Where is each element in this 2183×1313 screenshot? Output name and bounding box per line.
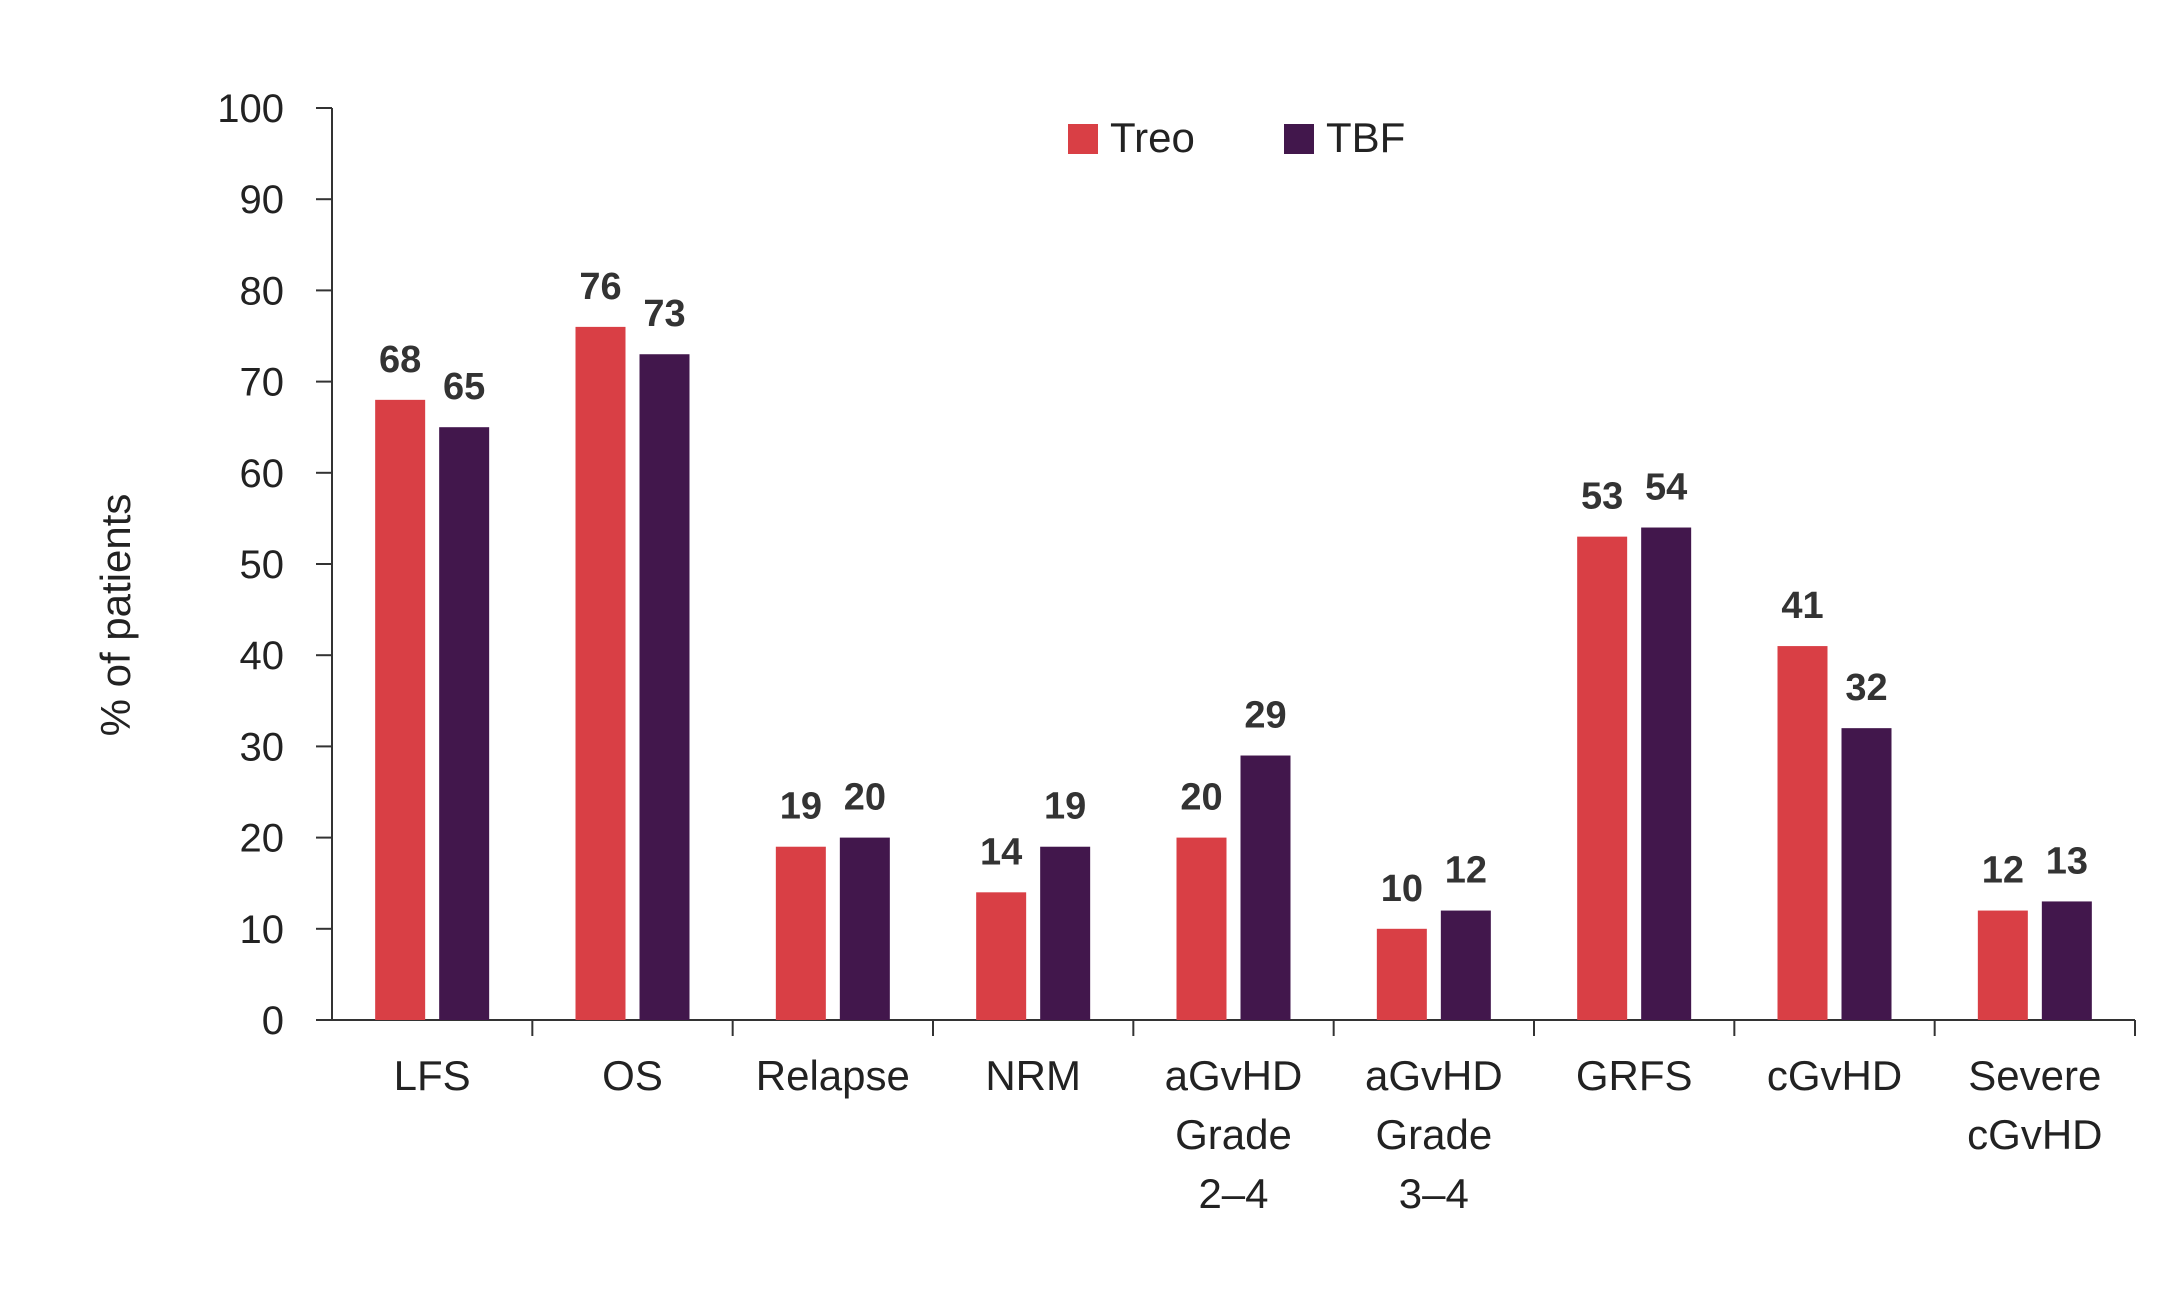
data-label-tbf: 73 bbox=[643, 293, 685, 335]
x-tick-label: OS bbox=[602, 1052, 663, 1099]
data-label-tbf: 20 bbox=[844, 777, 886, 819]
x-tick-label: cGvHD bbox=[1767, 1052, 1902, 1099]
bar-treo bbox=[1577, 536, 1628, 1020]
data-label-treo: 41 bbox=[1781, 585, 1823, 627]
bar-tbf bbox=[1040, 846, 1091, 1020]
data-label-treo: 19 bbox=[780, 786, 822, 828]
x-tick-label: Severe cGvHD bbox=[1967, 1052, 2102, 1158]
bar-treo bbox=[1176, 837, 1227, 1020]
data-label-treo: 68 bbox=[379, 339, 421, 381]
data-label-treo: 53 bbox=[1581, 476, 1623, 518]
x-tick-label: Relapse bbox=[756, 1052, 910, 1099]
bar-treo bbox=[375, 399, 426, 1021]
legend-swatch-tbf bbox=[1284, 124, 1314, 154]
data-label-tbf: 65 bbox=[443, 366, 485, 408]
data-label-tbf: 32 bbox=[1845, 667, 1887, 709]
bar-treo bbox=[1777, 646, 1828, 1020]
data-label-treo: 20 bbox=[1180, 777, 1222, 819]
bar-tbf bbox=[2041, 901, 2092, 1020]
x-axis: LFS OS Relapse NRM aGvHD Grade 2–4 aGvHD Grade 3–… bbox=[316, 1019, 2136, 1217]
legend-swatch-treo bbox=[1068, 124, 1098, 154]
y-axis-title: % of patients bbox=[92, 494, 139, 737]
data-label-treo: 10 bbox=[1381, 868, 1423, 910]
y-tick-label: 30 bbox=[240, 725, 285, 769]
data-label-treo: 12 bbox=[1982, 850, 2024, 892]
y-tick-label: 70 bbox=[240, 361, 285, 405]
bar-tbf bbox=[1841, 728, 1892, 1020]
data-label-tbf: 19 bbox=[1044, 786, 1086, 828]
bar-treo bbox=[976, 892, 1027, 1020]
y-tick-label: 60 bbox=[240, 452, 285, 496]
y-tick-label: 0 bbox=[262, 999, 284, 1043]
bar-tbf bbox=[1240, 755, 1291, 1020]
bars bbox=[375, 326, 2092, 1021]
x-tick-label: aGvHD Grade 3–4 bbox=[1365, 1052, 1503, 1217]
data-label-tbf: 13 bbox=[2046, 840, 2088, 882]
data-label-treo: 14 bbox=[980, 831, 1022, 873]
x-tick-label: LFS bbox=[394, 1052, 471, 1099]
bar-treo bbox=[1376, 928, 1427, 1020]
y-tick-label: 100 bbox=[217, 87, 284, 131]
data-labels: 68 76 19 14 20 10 53 41 12 65 73 20 19 29 12 54 32 13 bbox=[379, 266, 2088, 910]
bar-tbf bbox=[1641, 527, 1692, 1020]
y-tick-label: 40 bbox=[240, 634, 285, 678]
y-tick-label: 80 bbox=[240, 269, 285, 313]
y-tick-label: 10 bbox=[240, 908, 285, 952]
bar-treo bbox=[775, 846, 826, 1020]
x-tick-label: GRFS bbox=[1576, 1052, 1693, 1099]
x-tick-label: NRM bbox=[985, 1052, 1081, 1099]
bar-treo bbox=[1977, 910, 2028, 1020]
data-label-tbf: 54 bbox=[1645, 467, 1687, 509]
y-tick-label: 50 bbox=[240, 543, 285, 587]
legend: Treo TBF bbox=[1068, 114, 1405, 161]
bar-treo bbox=[575, 326, 626, 1020]
x-tick-label: aGvHD Grade 2–4 bbox=[1165, 1052, 1303, 1217]
bar-tbf bbox=[639, 354, 690, 1020]
legend-label-tbf: TBF bbox=[1326, 114, 1405, 161]
data-label-tbf: 12 bbox=[1445, 850, 1487, 892]
data-label-treo: 76 bbox=[579, 266, 621, 308]
bar-tbf bbox=[839, 837, 890, 1020]
bar-tbf bbox=[439, 427, 490, 1020]
legend-label-treo: Treo bbox=[1110, 114, 1195, 161]
y-tick-label: 90 bbox=[240, 178, 285, 222]
y-tick-label: 20 bbox=[240, 817, 285, 861]
y-axis: 0 10 20 30 40 50 60 70 80 90 100 bbox=[217, 87, 333, 1043]
data-label-tbf: 29 bbox=[1244, 695, 1286, 737]
bar-tbf bbox=[1440, 910, 1491, 1020]
